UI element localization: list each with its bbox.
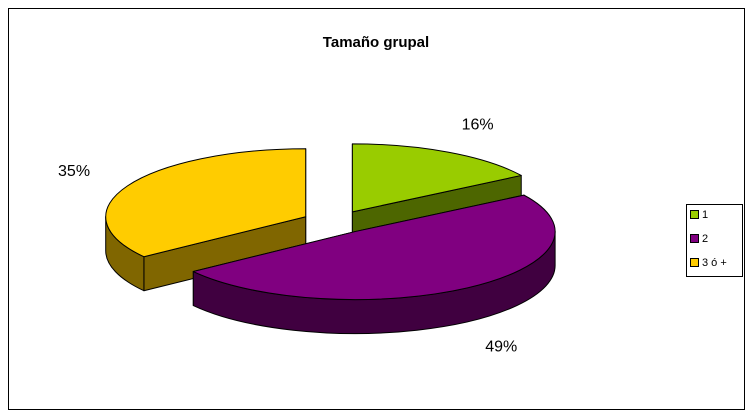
data-label: 35% (58, 163, 90, 180)
legend-label: 1 (702, 209, 708, 221)
legend-key (690, 258, 699, 267)
data-label: 16% (462, 117, 494, 134)
chart-title: Tamaño grupal (323, 34, 429, 51)
slice (351, 143, 522, 213)
slice (192, 194, 556, 301)
data-label: 49% (485, 338, 517, 355)
slice (105, 148, 307, 258)
pie: 16% 49% 35% (58, 117, 556, 355)
legend-key (690, 210, 699, 219)
legend-label: 3 ó + (702, 257, 727, 269)
legend-key (690, 234, 699, 243)
legend: 1 2 3 ó + (690, 209, 727, 269)
legend-label: 2 (702, 233, 708, 245)
